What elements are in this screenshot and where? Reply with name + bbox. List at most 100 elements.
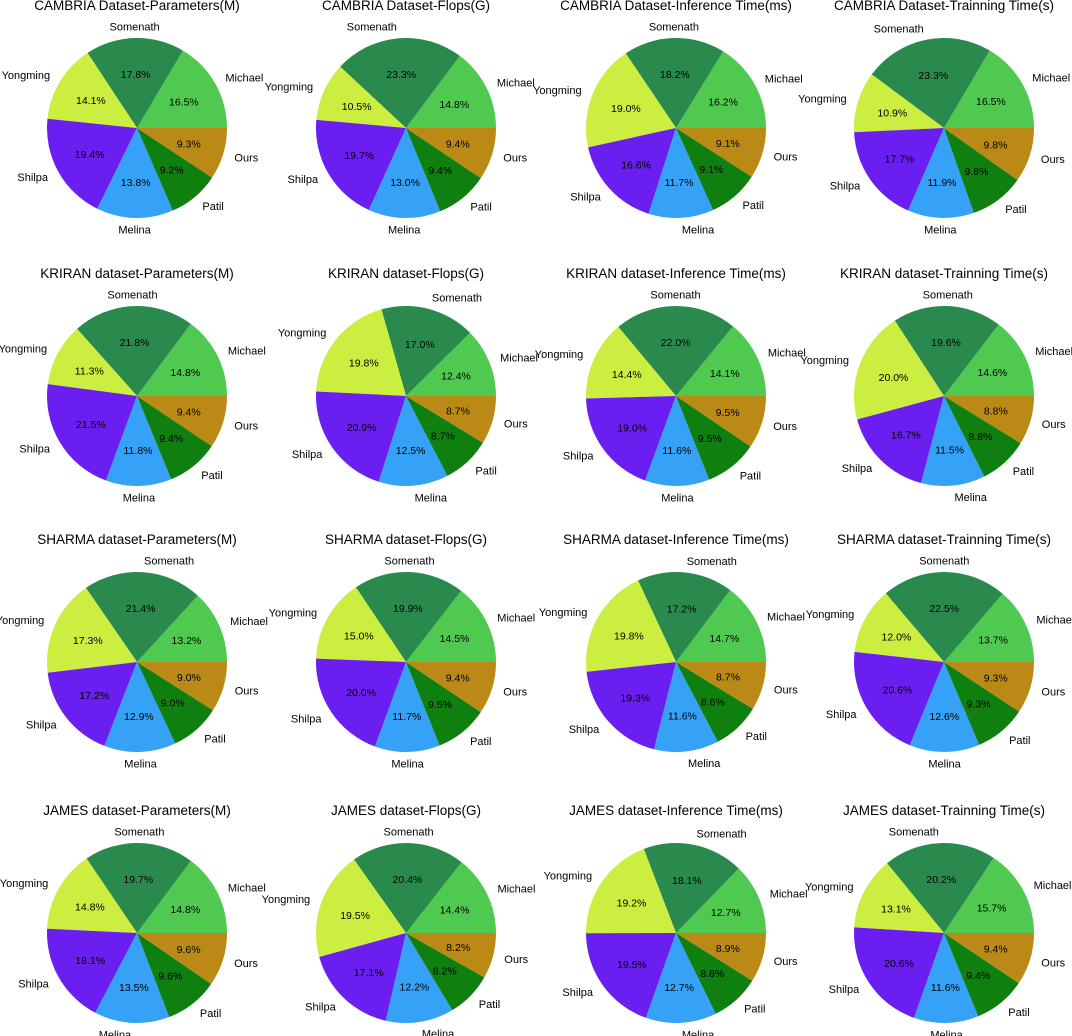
slice-percent-michael: 14.8%: [170, 904, 200, 916]
slice-percent-somenath: 17.2%: [667, 603, 697, 615]
slice-label-shilpa: Shilpa: [569, 724, 600, 736]
pie-slice-yongming: [854, 863, 944, 933]
pie-slice-melina: [645, 396, 710, 487]
chart-title: KRIRAN dataset-Inference Time(ms): [566, 266, 786, 281]
slice-label-shilpa: Shilpa: [291, 714, 322, 726]
slice-percent-michael: 12.7%: [711, 907, 741, 919]
slice-percent-yongming: 17.3%: [73, 635, 103, 647]
slice-label-yongming: Yongming: [0, 615, 44, 627]
slice-label-michael: Michael: [497, 77, 535, 89]
pie-slice-patil: [944, 933, 1019, 1017]
slice-label-somenath: Somenath: [874, 23, 924, 35]
slice-label-michael: Michael: [497, 612, 535, 624]
slice-label-ours: Ours: [234, 421, 258, 433]
slice-percent-somenath: 22.5%: [929, 603, 959, 615]
slice-label-patil: Patil: [1009, 735, 1030, 747]
slice-label-shilpa: Shilpa: [842, 463, 873, 475]
slice-percent-melina: 11.8%: [124, 445, 153, 457]
slice-label-ours: Ours: [503, 687, 527, 699]
pie-slice-ours: [676, 933, 766, 981]
slice-percent-somenath: 18.1%: [672, 875, 702, 887]
pie-chart-james-dataset-flops-g: JAMES dataset-Flops(G) Michael 14.4% Somena…: [262, 803, 536, 1036]
slice-label-shilpa: Shilpa: [292, 449, 323, 461]
slice-percent-patil: 8.7%: [431, 431, 455, 443]
pie-slice-yongming: [316, 66, 406, 128]
slice-label-michael: Michael: [770, 889, 808, 901]
pie-slice-ours: [676, 662, 766, 709]
slice-percent-patil: 9.4%: [966, 970, 990, 982]
slice-label-shilpa: Shilpa: [830, 181, 861, 193]
pie-slice-shilpa: [857, 396, 944, 484]
pie-slice-patil: [137, 933, 212, 1018]
slice-percent-ours: 9.4%: [446, 139, 470, 151]
slice-label-somenath: Somenath: [110, 21, 160, 33]
slice-label-yongming: Yongming: [262, 894, 311, 906]
slice-label-somenath: Somenath: [347, 22, 397, 34]
slice-label-melina: Melina: [422, 1028, 455, 1036]
slice-label-shilpa: Shilpa: [570, 192, 601, 204]
slice-label-shilpa: Shilpa: [305, 1002, 336, 1014]
slice-label-ours: Ours: [503, 153, 527, 165]
pie-slice-somenath: [85, 571, 198, 662]
slice-percent-shilpa: 16.7%: [891, 429, 921, 441]
slice-label-yongming: Yongming: [806, 609, 855, 621]
chart-title: SHARMA dataset-Parameters(M): [37, 532, 237, 547]
slice-percent-shilpa: 19.7%: [344, 150, 374, 162]
slice-percent-melina: 11.6%: [662, 445, 691, 457]
pie-slice-somenath: [887, 842, 994, 933]
pie-chart-sharma-dataset-trainning-time-s: SHARMA dataset-Trainning Time(s) Michael 1…: [806, 532, 1072, 771]
slice-label-patil: Patil: [746, 731, 767, 743]
slice-percent-shilpa: 19.0%: [617, 423, 647, 435]
pie-slice-melina: [378, 396, 448, 486]
slice-label-melina: Melina: [99, 1030, 132, 1036]
slice-label-somenath: Somenath: [144, 556, 194, 568]
slice-percent-michael: 14.8%: [170, 367, 200, 379]
pie-slice-melina: [921, 396, 985, 487]
pie-slice-patil: [406, 933, 485, 1011]
pie-slice-melina: [914, 933, 979, 1024]
pie-slice-somenath: [354, 842, 462, 933]
pie-chart-james-dataset-trainning-time-s: JAMES dataset-Trainning Time(s) Michael 15…: [805, 803, 1072, 1036]
pie-chart-kriran-dataset-trainning-time-s: KRIRAN dataset-Trainning Time(s) Michael 1…: [800, 266, 1072, 504]
slice-label-melina: Melina: [928, 759, 961, 771]
pie-chart-sharma-dataset-inference-time-ms: SHARMA dataset-Inference Time(ms) Michael…: [539, 532, 805, 770]
slice-label-ours: Ours: [235, 685, 259, 697]
slice-label-somenath: Somenath: [697, 828, 747, 840]
pie-slice-michael: [676, 868, 766, 933]
pie-slice-ours: [406, 128, 496, 179]
pie-chart-kriran-dataset-inference-time-ms: KRIRAN dataset-Inference Time(ms) Michael…: [535, 266, 806, 505]
slice-label-michael: Michael: [1035, 346, 1072, 358]
slice-percent-patil: 9.0%: [161, 698, 185, 710]
slice-percent-ours: 8.8%: [984, 406, 1008, 418]
slice-label-michael: Michael: [1036, 615, 1072, 627]
pie-slice-yongming: [854, 320, 944, 420]
slice-percent-shilpa: 17.7%: [885, 154, 915, 166]
pie-chart-kriran-dataset-flops-g: KRIRAN dataset-Flops(G) Michael 12.4% Somen…: [278, 266, 538, 504]
slice-label-patil: Patil: [1008, 1007, 1029, 1019]
slice-percent-michael: 14.6%: [978, 367, 1008, 379]
slice-percent-ours: 8.9%: [716, 943, 740, 955]
pie-slice-yongming: [47, 858, 137, 933]
slice-percent-shilpa: 20.6%: [883, 685, 913, 697]
pie-slice-melina: [95, 933, 170, 1024]
pie-slice-somenath: [87, 38, 183, 128]
slice-label-patil: Patil: [740, 470, 761, 482]
chart-title: SHARMA dataset-Inference Time(ms): [563, 532, 789, 547]
slice-percent-shilpa: 17.2%: [79, 690, 109, 702]
slice-percent-shilpa: 16.6%: [621, 159, 651, 171]
slice-percent-somenath: 20.2%: [926, 874, 956, 886]
pie-slice-yongming: [585, 53, 676, 148]
slice-label-somenath: Somenath: [650, 289, 700, 301]
slice-percent-patil: 9.4%: [159, 433, 183, 445]
pie-slice-melina: [908, 128, 974, 219]
pie-slice-melina: [645, 933, 716, 1023]
pie-chart-cambria-dataset-flops-g: CAMBRIA Dataset-Flops(G) Michael 14.8% Some…: [265, 0, 535, 237]
slice-label-michael: Michael: [225, 73, 263, 85]
pie-chart-cambria-dataset-inference-time-ms: CAMBRIA Dataset-Inference Time(ms) Michae…: [533, 0, 803, 237]
pie-slice-melina: [385, 933, 453, 1024]
slice-label-somenath: Somenath: [919, 555, 969, 567]
slice-label-patil: Patil: [475, 465, 496, 477]
slice-percent-yongming: 20.0%: [879, 372, 909, 384]
chart-title: CAMBRIA Dataset-Inference Time(ms): [560, 0, 792, 13]
slice-label-melina: Melina: [682, 225, 715, 237]
